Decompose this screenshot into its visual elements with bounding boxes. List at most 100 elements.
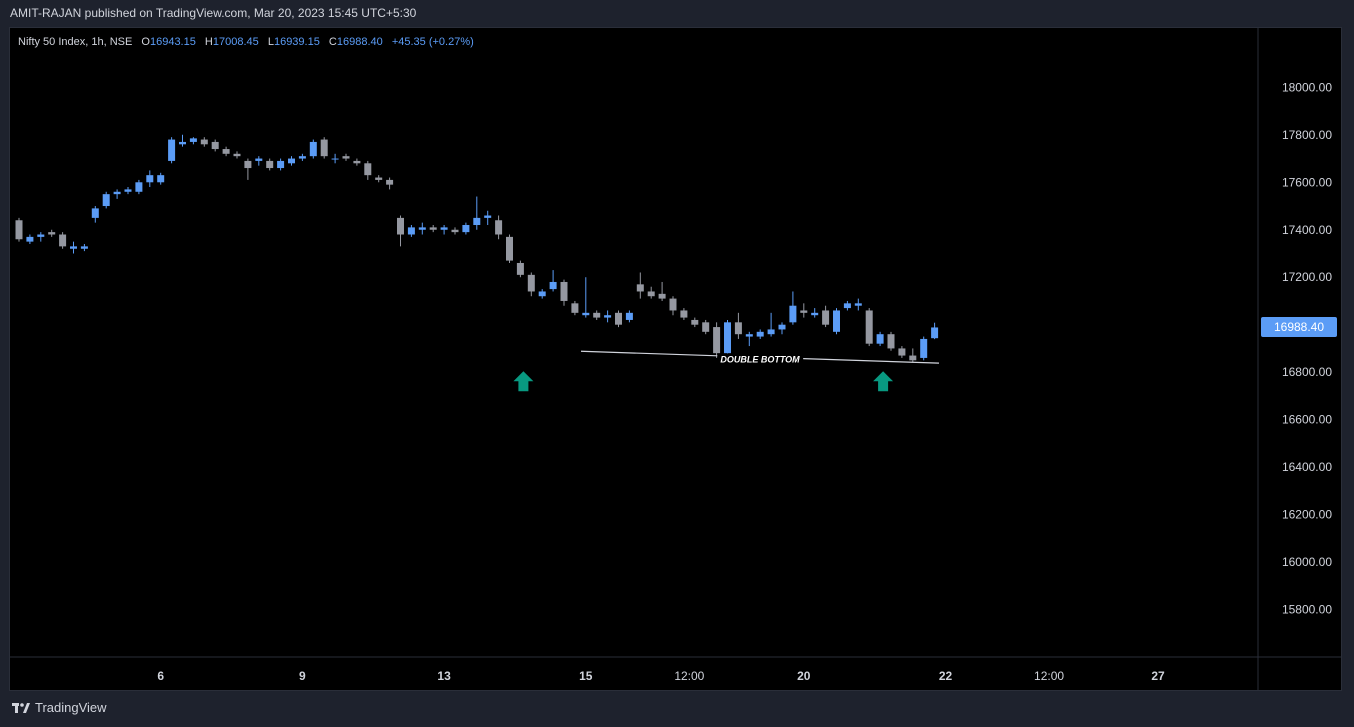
candle-body (669, 298, 677, 311)
candle (538, 289, 546, 299)
candle (255, 156, 263, 166)
candle (146, 170, 154, 188)
high-label: H (204, 36, 213, 48)
candle-body (615, 312, 622, 325)
candle-body (211, 141, 219, 150)
candle-body (495, 220, 503, 235)
price-tick-label: 17800.00 (1282, 128, 1332, 142)
candle (615, 310, 622, 328)
candle-body (549, 281, 557, 290)
candlestick-chart[interactable]: 18000.00 17800.00 17600.00 17400.00 17200.00… (10, 28, 1341, 690)
candle-body (898, 348, 906, 356)
candle (822, 305, 830, 328)
candle-body (745, 334, 753, 337)
candle-body (331, 158, 339, 160)
candle (320, 137, 328, 159)
candle (288, 156, 295, 166)
candle-body (15, 220, 23, 240)
candle (745, 331, 753, 347)
symbol-legend[interactable]: Nifty 50 Index, 1h, NSE O16943.15 H17008… (18, 36, 480, 48)
candle-body (386, 179, 394, 185)
candle (549, 270, 557, 292)
candle (658, 281, 666, 301)
price-tick-label: 17600.00 (1282, 175, 1332, 189)
candle (211, 139, 219, 152)
candle (277, 158, 285, 171)
candle (898, 346, 906, 358)
price-tick-label: 16000.00 (1282, 555, 1332, 569)
drawings-group: DOUBLE BOTTOM (513, 350, 940, 392)
chart-pane[interactable]: 18000.00 17800.00 17600.00 17400.00 17200.00… (9, 27, 1342, 691)
candle (506, 234, 513, 263)
candle (865, 308, 873, 347)
candle-body (876, 334, 884, 344)
up-arrow-icon[interactable] (873, 371, 894, 392)
candle (168, 137, 176, 164)
time-tick-label: 12:00 (674, 669, 704, 683)
candle (691, 317, 699, 328)
price-tick-label: 17400.00 (1282, 223, 1332, 237)
price-tick-label: 15800.00 (1282, 603, 1332, 617)
candle-body (516, 262, 524, 275)
candle-body (418, 227, 426, 230)
up-arrow-icon[interactable] (513, 371, 534, 392)
candle-body (189, 138, 197, 142)
candle-body (179, 141, 186, 145)
candle-body (767, 329, 775, 335)
candle (200, 137, 208, 147)
candle (59, 232, 67, 249)
candle-body (582, 312, 590, 316)
candle-body (571, 303, 579, 313)
price-tick-label: 18000.00 (1282, 80, 1332, 94)
double-bottom-label: DOUBLE BOTTOM (720, 354, 800, 364)
candle (571, 300, 579, 316)
candle-body (920, 338, 928, 358)
candle-body (865, 310, 873, 344)
candle (734, 312, 742, 339)
candle (909, 348, 917, 363)
candle (713, 322, 721, 358)
candle-body (702, 322, 710, 332)
candle-body (789, 305, 797, 323)
candle (811, 308, 819, 318)
candle-body (288, 158, 295, 164)
high-value: 17008.45 (212, 36, 259, 48)
time-tick-label: 20 (797, 669, 811, 683)
candle (767, 312, 775, 337)
candle (70, 241, 77, 254)
candle (37, 232, 45, 242)
candle-body (778, 324, 786, 330)
price-axis[interactable]: 18000.00 17800.00 17600.00 17400.00 17200.00… (1282, 80, 1332, 616)
time-tick-label: 27 (1151, 669, 1165, 683)
candle-body (37, 234, 45, 237)
candle-body (70, 246, 77, 249)
time-tick-label: 13 (437, 669, 451, 683)
candle (48, 229, 56, 237)
candle-body (538, 291, 546, 297)
tradingview-brand-label: TradingView (35, 700, 107, 715)
tradingview-brand[interactable]: TradingView (12, 700, 107, 715)
candle (124, 187, 132, 195)
candle (887, 331, 895, 351)
candle-body (102, 194, 110, 207)
candle (309, 139, 317, 159)
candle (429, 225, 437, 233)
candle (647, 286, 655, 299)
tradingview-logo-icon (12, 702, 30, 713)
candle-body (342, 156, 350, 159)
time-tick-label: 9 (299, 669, 306, 683)
candle (876, 331, 884, 347)
time-tick-label: 12:00 (1034, 669, 1064, 683)
candle (669, 296, 677, 316)
candle-body (364, 163, 372, 176)
candle-body (604, 315, 612, 318)
candle (451, 227, 459, 235)
candle-body (146, 175, 154, 183)
candle-body (244, 160, 252, 169)
candle (473, 196, 481, 230)
candle-body (397, 217, 404, 235)
candle (353, 158, 361, 166)
candle-body (822, 310, 830, 325)
candle-body (887, 334, 895, 349)
